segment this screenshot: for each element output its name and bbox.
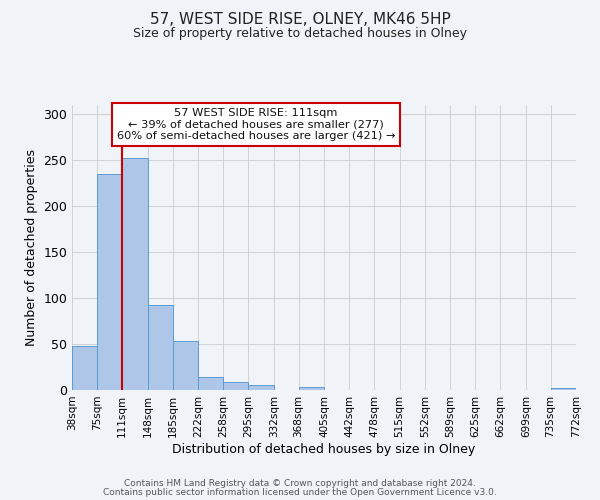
Text: 57, WEST SIDE RISE, OLNEY, MK46 5HP: 57, WEST SIDE RISE, OLNEY, MK46 5HP — [149, 12, 451, 28]
Bar — [199, 377, 223, 390]
Text: Contains public sector information licensed under the Open Government Licence v3: Contains public sector information licen… — [103, 488, 497, 497]
X-axis label: Distribution of detached houses by size in Olney: Distribution of detached houses by size … — [172, 442, 476, 456]
Bar — [97, 174, 122, 390]
Bar — [72, 346, 97, 390]
Y-axis label: Number of detached properties: Number of detached properties — [25, 149, 38, 346]
Bar — [122, 158, 148, 390]
Bar — [148, 304, 173, 390]
Text: 57 WEST SIDE RISE: 111sqm
← 39% of detached houses are smaller (277)
60% of semi: 57 WEST SIDE RISE: 111sqm ← 39% of detac… — [117, 108, 395, 141]
Bar — [551, 388, 576, 390]
Bar — [248, 386, 274, 390]
Text: Contains HM Land Registry data © Crown copyright and database right 2024.: Contains HM Land Registry data © Crown c… — [124, 478, 476, 488]
Bar — [173, 342, 199, 390]
Bar — [223, 382, 248, 390]
Bar — [299, 387, 324, 390]
Text: Size of property relative to detached houses in Olney: Size of property relative to detached ho… — [133, 28, 467, 40]
